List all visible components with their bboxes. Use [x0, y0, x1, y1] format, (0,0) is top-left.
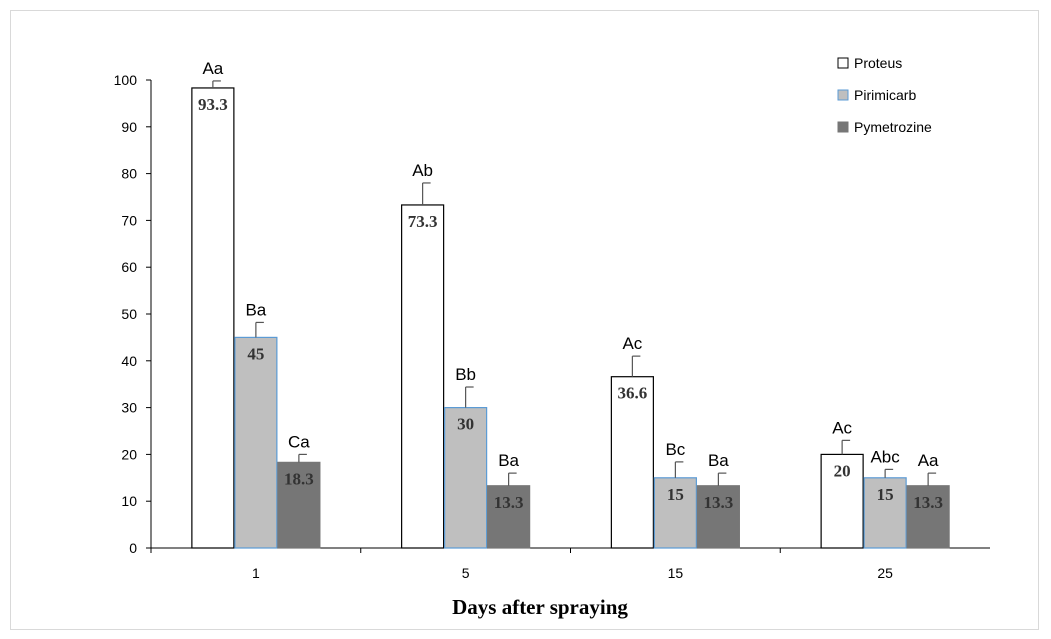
data-label: 93.3: [198, 95, 228, 114]
bars: Aa 93.3 Ba 45 Ca 18.3 Ab 73.3 Bb 30 Ba 13.3 Ac 36.6 Bc…: [191, 59, 950, 549]
bar: [863, 477, 907, 549]
legend-swatch: [837, 89, 849, 101]
bar: [820, 453, 864, 549]
bar: [487, 485, 531, 549]
data-label: 20: [834, 461, 851, 480]
bar: [610, 376, 654, 549]
y-axis-ticks: 0 10 20 30 40 50 60 70 80 90 100: [114, 72, 151, 556]
data-label: 18.3: [284, 469, 314, 488]
bar: [234, 336, 278, 549]
bar: [277, 461, 321, 549]
data-label: 15: [667, 485, 684, 504]
y-tick-label: 30: [121, 400, 137, 416]
y-tick-label: 40: [121, 353, 137, 369]
bar: [191, 87, 235, 549]
data-label: 30: [457, 415, 474, 434]
y-tick-label: 70: [121, 212, 137, 228]
x-axis-title: Days after spraying: [452, 595, 628, 619]
x-tick-label: 5: [462, 565, 470, 581]
legend-label: Proteus: [854, 55, 902, 71]
data-label: 13.3: [494, 493, 524, 512]
legend-label: Pymetrozine: [854, 119, 932, 135]
x-tick-label: 1: [252, 565, 260, 581]
legend-swatch: [837, 57, 849, 69]
y-tick-label: 0: [129, 540, 137, 556]
significance-label: Ab: [412, 161, 433, 180]
data-label: 36.6: [618, 384, 648, 403]
significance-label: Aa: [202, 59, 223, 78]
y-tick-label: 20: [121, 446, 137, 462]
data-label: 15: [877, 485, 894, 504]
data-label: 13.3: [913, 493, 943, 512]
significance-label: Bb: [455, 365, 476, 384]
significance-label: Ca: [288, 432, 310, 451]
significance-label: Bc: [665, 440, 685, 459]
significance-label: Aa: [918, 451, 939, 470]
y-tick-label: 100: [114, 72, 138, 88]
x-tick-label: 15: [668, 565, 684, 581]
x-tick-label: 25: [877, 565, 893, 581]
legend-label: Pirimicarb: [854, 87, 916, 103]
x-axis-categories: 1 5 15 25: [150, 548, 893, 581]
y-tick-label: 90: [121, 119, 137, 135]
significance-label: Ac: [622, 334, 642, 353]
bar: [653, 477, 697, 549]
y-tick-label: 50: [121, 306, 137, 322]
bar: [696, 485, 740, 549]
data-label: 73.3: [408, 212, 438, 231]
significance-label: Ba: [498, 451, 519, 470]
legend: Proteus Pirimicarb Pymetrozine: [837, 55, 932, 135]
data-label: 45: [247, 344, 264, 363]
bar: [906, 485, 950, 549]
significance-label: Abc: [870, 447, 900, 466]
legend-swatch: [837, 121, 849, 133]
y-tick-label: 80: [121, 166, 137, 182]
significance-label: Ac: [832, 418, 852, 437]
bar: [401, 204, 445, 549]
significance-label: Ba: [245, 300, 266, 319]
significance-label: Ba: [708, 451, 729, 470]
data-label: 13.3: [704, 493, 734, 512]
y-tick-label: 10: [121, 493, 137, 509]
y-tick-label: 60: [121, 259, 137, 275]
